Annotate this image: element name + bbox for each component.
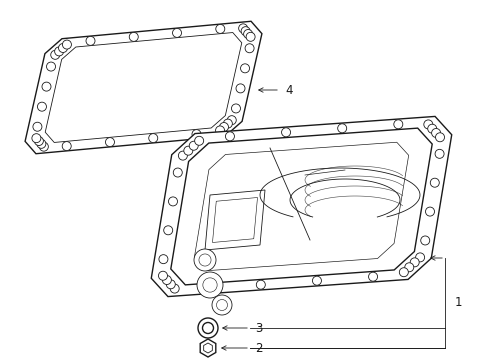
- Polygon shape: [151, 116, 451, 297]
- Circle shape: [435, 133, 444, 142]
- Circle shape: [168, 197, 177, 206]
- Circle shape: [243, 30, 252, 39]
- Circle shape: [39, 142, 48, 151]
- Circle shape: [219, 122, 228, 131]
- Circle shape: [194, 136, 203, 145]
- Polygon shape: [25, 21, 262, 154]
- Circle shape: [163, 226, 172, 235]
- Circle shape: [227, 116, 236, 125]
- Circle shape: [197, 272, 223, 298]
- Circle shape: [415, 253, 424, 262]
- Circle shape: [62, 141, 71, 150]
- Circle shape: [42, 82, 51, 91]
- Circle shape: [281, 128, 290, 137]
- Circle shape: [129, 32, 138, 41]
- Circle shape: [393, 120, 402, 129]
- Circle shape: [368, 272, 377, 281]
- Circle shape: [399, 268, 407, 277]
- Text: 3: 3: [254, 321, 262, 334]
- Circle shape: [212, 295, 231, 315]
- Circle shape: [189, 141, 198, 150]
- Circle shape: [59, 44, 67, 53]
- Circle shape: [434, 149, 443, 158]
- Circle shape: [215, 24, 224, 33]
- Circle shape: [223, 119, 232, 128]
- Circle shape: [429, 178, 438, 187]
- Circle shape: [183, 146, 192, 155]
- Circle shape: [148, 134, 158, 143]
- Circle shape: [225, 132, 234, 141]
- Circle shape: [240, 64, 249, 73]
- Polygon shape: [200, 339, 215, 357]
- Circle shape: [423, 120, 432, 129]
- Circle shape: [38, 102, 46, 111]
- Circle shape: [46, 62, 56, 71]
- Circle shape: [231, 104, 240, 113]
- Circle shape: [34, 136, 43, 145]
- Text: 4: 4: [285, 84, 292, 96]
- Circle shape: [55, 47, 63, 56]
- Circle shape: [37, 139, 46, 148]
- Circle shape: [51, 50, 60, 59]
- Circle shape: [200, 284, 209, 293]
- Circle shape: [158, 271, 167, 280]
- Circle shape: [86, 36, 95, 45]
- Circle shape: [33, 122, 42, 131]
- Circle shape: [105, 138, 114, 147]
- Circle shape: [159, 255, 167, 264]
- Circle shape: [236, 84, 244, 93]
- Circle shape: [425, 207, 434, 216]
- Polygon shape: [194, 142, 408, 271]
- Circle shape: [202, 323, 213, 333]
- Circle shape: [194, 249, 216, 271]
- Circle shape: [238, 24, 247, 33]
- Circle shape: [172, 28, 181, 37]
- Text: 2: 2: [254, 342, 262, 355]
- Circle shape: [162, 275, 171, 284]
- Circle shape: [215, 126, 224, 135]
- Circle shape: [409, 258, 418, 267]
- Circle shape: [256, 280, 265, 289]
- Circle shape: [244, 44, 254, 53]
- Circle shape: [198, 318, 218, 338]
- Circle shape: [312, 276, 321, 285]
- Polygon shape: [170, 128, 431, 285]
- Circle shape: [170, 284, 179, 293]
- Polygon shape: [204, 190, 264, 250]
- Circle shape: [420, 236, 429, 245]
- Circle shape: [62, 40, 71, 49]
- Circle shape: [241, 27, 250, 36]
- Circle shape: [245, 32, 255, 41]
- Circle shape: [337, 124, 346, 133]
- Circle shape: [404, 263, 413, 272]
- Circle shape: [431, 129, 440, 138]
- Circle shape: [178, 151, 187, 160]
- Circle shape: [173, 168, 182, 177]
- Circle shape: [192, 130, 201, 139]
- Circle shape: [166, 280, 175, 289]
- Circle shape: [32, 134, 41, 143]
- Circle shape: [427, 124, 436, 133]
- Text: 1: 1: [454, 297, 462, 310]
